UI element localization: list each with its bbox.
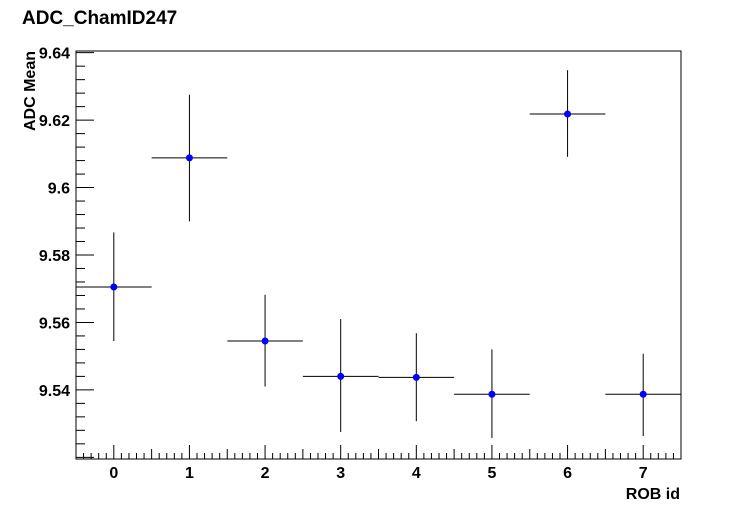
data-point [564,110,572,118]
x-tick-label: 1 [185,465,194,482]
data-point [488,390,496,398]
plot-frame [75,50,682,460]
x-tick-label: 4 [412,465,421,482]
x-tick-label: 0 [109,465,118,482]
y-tick-label: 9.64 [39,46,70,63]
x-tick-label: 3 [336,465,345,482]
x-tick-label: 6 [563,465,572,482]
y-axis-title: ADC Mean [22,51,39,131]
chart-title: ADC_ChamID247 [22,8,177,29]
y-tick-label: 9.54 [39,383,70,400]
x-tick-label: 2 [261,465,270,482]
data-point [110,283,118,291]
y-tick-label: 9.56 [39,315,70,332]
y-tick-label: 9.6 [48,181,70,198]
x-tick-label: 5 [487,465,496,482]
data-point [337,372,345,380]
data-point [639,390,647,398]
y-tick-label: 9.58 [39,248,70,265]
data-point [412,373,420,381]
data-series [76,70,681,439]
x-tick-label: 7 [639,465,648,482]
y-tick-label: 9.62 [39,113,70,130]
x-axis-title: ROB id [626,486,680,503]
data-point [185,154,193,162]
x-axis: 0 1 2 3 4 5 6 7 [75,445,682,482]
data-point [261,337,269,345]
y-axis: 9.54 9.56 9.58 9.6 9.62 9.64 [39,46,94,458]
